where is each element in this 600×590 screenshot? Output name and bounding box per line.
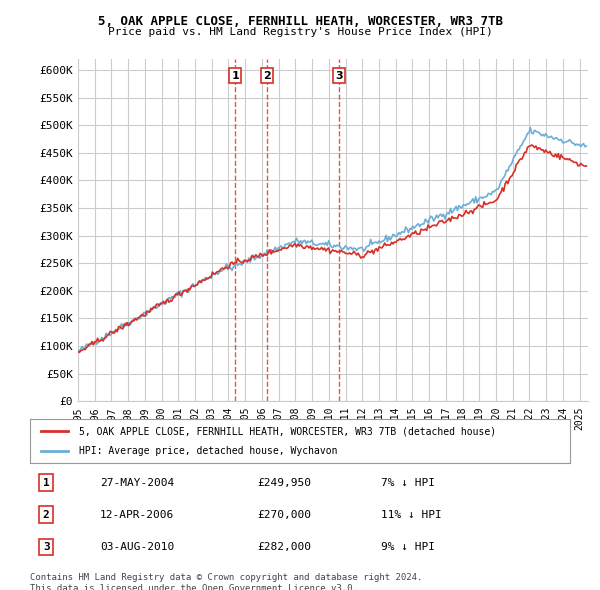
Text: 3: 3 [43,542,50,552]
Text: £282,000: £282,000 [257,542,311,552]
Text: 12-APR-2006: 12-APR-2006 [100,510,175,520]
Text: 5, OAK APPLE CLOSE, FERNHILL HEATH, WORCESTER, WR3 7TB: 5, OAK APPLE CLOSE, FERNHILL HEATH, WORC… [97,15,503,28]
Text: 11% ↓ HPI: 11% ↓ HPI [381,510,442,520]
Text: 1: 1 [43,478,50,488]
Text: 7% ↓ HPI: 7% ↓ HPI [381,478,435,488]
Text: 2: 2 [263,71,271,81]
Text: 2: 2 [43,510,50,520]
Text: 9% ↓ HPI: 9% ↓ HPI [381,542,435,552]
Text: £270,000: £270,000 [257,510,311,520]
Text: £249,950: £249,950 [257,478,311,488]
Text: 1: 1 [232,71,239,81]
Text: 5, OAK APPLE CLOSE, FERNHILL HEATH, WORCESTER, WR3 7TB (detached house): 5, OAK APPLE CLOSE, FERNHILL HEATH, WORC… [79,427,496,436]
Text: 03-AUG-2010: 03-AUG-2010 [100,542,175,552]
Text: This data is licensed under the Open Government Licence v3.0.: This data is licensed under the Open Gov… [30,584,358,590]
Text: 3: 3 [335,71,343,81]
Text: 27-MAY-2004: 27-MAY-2004 [100,478,175,488]
Text: HPI: Average price, detached house, Wychavon: HPI: Average price, detached house, Wych… [79,446,337,455]
Text: Price paid vs. HM Land Registry's House Price Index (HPI): Price paid vs. HM Land Registry's House … [107,27,493,37]
Text: Contains HM Land Registry data © Crown copyright and database right 2024.: Contains HM Land Registry data © Crown c… [30,573,422,582]
